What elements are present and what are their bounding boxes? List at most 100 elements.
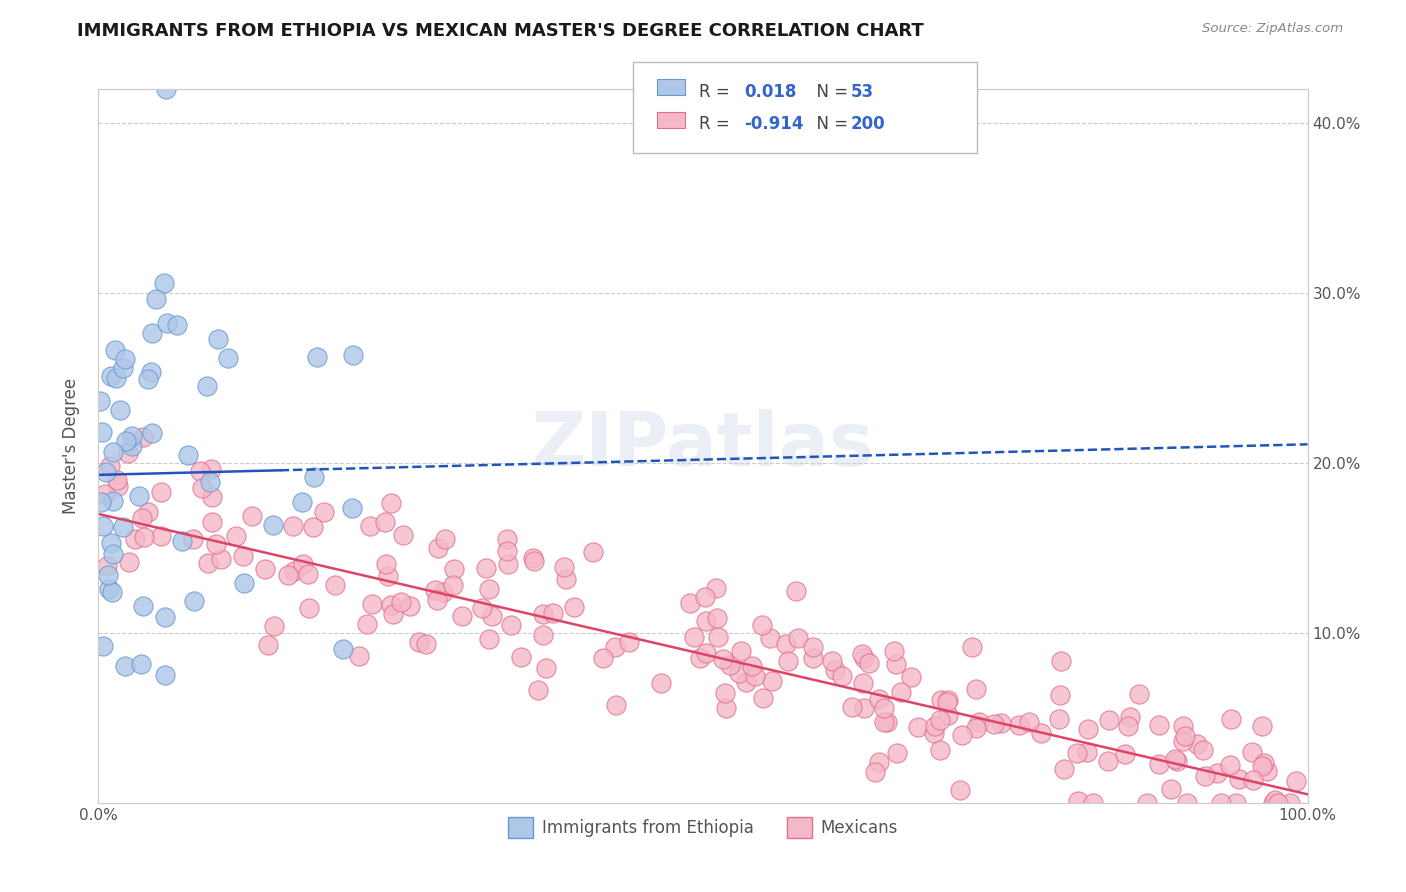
Point: [374, 557, 396, 571]
Point: [965, 681, 987, 696]
Point: [96, 558, 118, 573]
Point: [101, 494, 124, 508]
Point: [965, 721, 987, 735]
Point: [605, 698, 627, 713]
Point: [132, 530, 155, 544]
Text: IMMIGRANTS FROM ETHIOPIA VS MEXICAN MASTER'S DEGREE CORRELATION CHART: IMMIGRANTS FROM ETHIOPIA VS MEXICAN MAST…: [77, 22, 924, 40]
Point: [1053, 762, 1076, 776]
Point: [751, 617, 773, 632]
Point: [131, 599, 153, 613]
Point: [93, 487, 115, 501]
Point: [730, 643, 752, 657]
Point: [534, 661, 557, 675]
Point: [907, 721, 929, 735]
Point: [98, 582, 121, 596]
Point: [1240, 745, 1263, 759]
Point: [821, 654, 844, 668]
Point: [478, 582, 501, 597]
Point: [262, 517, 284, 532]
Point: [1097, 755, 1119, 769]
Point: [1205, 765, 1227, 780]
Point: [104, 371, 127, 385]
Point: [342, 348, 364, 362]
Point: [361, 597, 384, 611]
Point: [619, 634, 641, 648]
Point: [1267, 796, 1289, 810]
Point: [952, 728, 974, 742]
Point: [90, 495, 112, 509]
Point: [475, 561, 498, 575]
Legend: Immigrants from Ethiopia, Mexicans: Immigrants from Ethiopia, Mexicans: [502, 811, 904, 845]
Point: [291, 495, 314, 509]
Point: [374, 515, 396, 529]
Point: [727, 665, 749, 680]
Point: [108, 403, 131, 417]
Point: [205, 537, 228, 551]
Point: [301, 520, 323, 534]
Point: [1263, 796, 1285, 810]
Point: [425, 582, 447, 597]
Point: [207, 332, 229, 346]
Point: [758, 631, 780, 645]
Point: [522, 551, 544, 566]
Point: [683, 630, 706, 644]
Point: [292, 558, 315, 572]
Point: [1173, 733, 1195, 747]
Point: [592, 651, 614, 665]
Point: [801, 651, 824, 665]
Point: [190, 481, 212, 495]
Point: [426, 592, 449, 607]
Point: [852, 701, 875, 715]
Point: [496, 543, 519, 558]
Point: [1264, 792, 1286, 806]
Point: [188, 464, 211, 478]
Point: [117, 446, 139, 460]
Point: [283, 564, 305, 578]
Point: [481, 609, 503, 624]
Point: [100, 536, 122, 550]
Point: [1049, 712, 1071, 726]
Point: [922, 725, 945, 739]
Point: [132, 429, 155, 443]
Point: [1128, 687, 1150, 701]
Point: [225, 529, 247, 543]
Point: [1018, 715, 1040, 730]
Point: [1173, 719, 1195, 733]
Point: [714, 686, 737, 700]
Point: [1175, 796, 1198, 810]
Point: [824, 663, 846, 677]
Point: [101, 584, 124, 599]
Point: [112, 519, 135, 533]
Point: [305, 350, 328, 364]
Point: [718, 658, 741, 673]
Point: [170, 533, 193, 548]
Point: [706, 630, 728, 644]
Point: [695, 646, 717, 660]
Point: [929, 743, 952, 757]
Point: [983, 716, 1005, 731]
Point: [527, 683, 550, 698]
Point: [478, 632, 501, 647]
Point: [112, 360, 135, 375]
Point: [1163, 752, 1185, 766]
Point: [744, 669, 766, 683]
Point: [415, 637, 437, 651]
Point: [1114, 747, 1136, 761]
Point: [1149, 718, 1171, 732]
Point: [153, 610, 176, 624]
Y-axis label: Master's Degree: Master's Degree: [62, 378, 80, 514]
Point: [650, 675, 672, 690]
Point: [1279, 796, 1302, 810]
Point: [886, 657, 908, 671]
Point: [1284, 774, 1306, 789]
Point: [1049, 654, 1071, 668]
Point: [876, 714, 898, 729]
Point: [936, 692, 959, 706]
Point: [562, 600, 585, 615]
Point: [714, 701, 737, 715]
Point: [114, 659, 136, 673]
Point: [1174, 729, 1197, 743]
Point: [149, 529, 172, 543]
Point: [553, 559, 575, 574]
Point: [1149, 756, 1171, 771]
